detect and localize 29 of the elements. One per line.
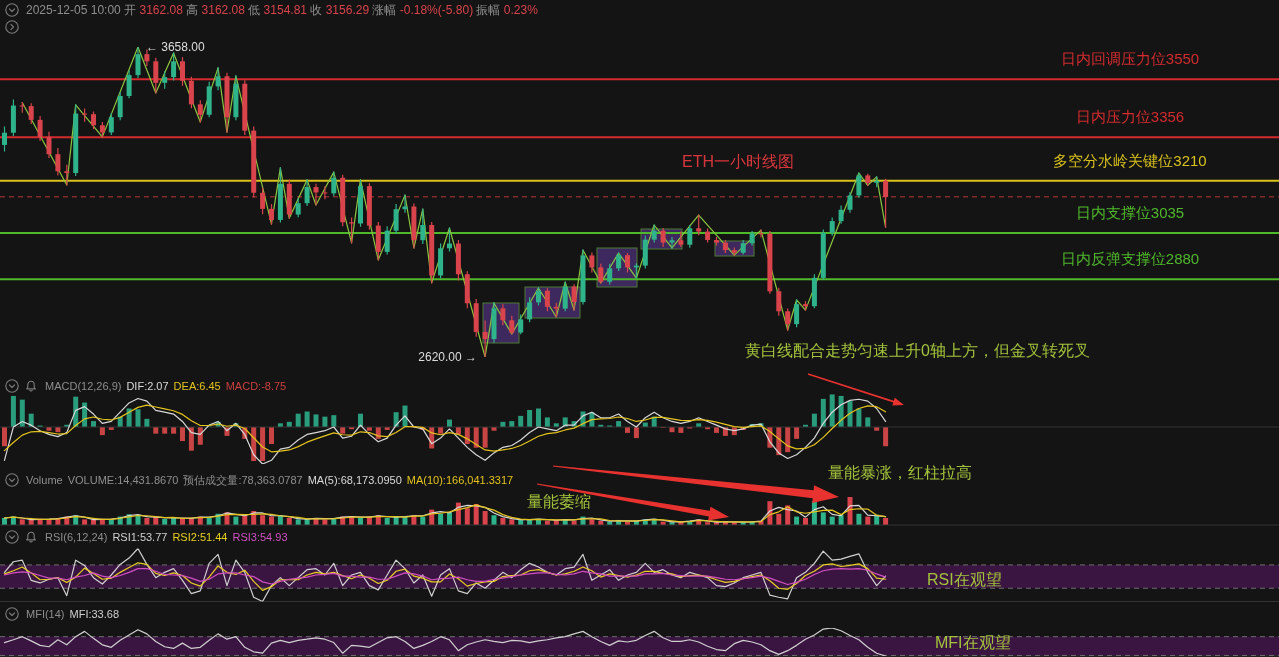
text: 预估成交量:78,363.0787: [183, 472, 303, 488]
ref-line-label: 日内反弹支撑位2880: [1060, 250, 1200, 268]
series-label: RSI1:53.77: [112, 531, 168, 543]
ref-line-label: 日内压力位3356: [1075, 108, 1185, 126]
text: 2025-12-05 10:00 开 3162.08 高 3162.08 低 3154.81 收 3156.29 涨幅 -0.18%(-5.80) 振幅 0.23%: [26, 2, 538, 17]
text: MACD:-8.75: [225, 380, 287, 392]
ref-line-label: 多空分水岭关键位3210: [1053, 151, 1207, 169]
text: MFI在观望: [935, 633, 1011, 653]
ref-line-label: 日内回调压力位3550: [1060, 50, 1200, 68]
chart-title: MFI(14): [26, 608, 65, 620]
annotation: 量能萎缩: [527, 492, 591, 512]
text: MA(5):68,173.0950: [307, 474, 402, 486]
annotation: 黄白线配合走势匀速上升0轴上方，但金叉转死叉: [745, 341, 1090, 361]
text: RSI3:54.93: [232, 531, 288, 543]
series-label: MFI:33.68: [69, 608, 120, 620]
text: VOLUME:14,431.8670: [67, 474, 179, 486]
chart-title: Volume: [26, 474, 63, 486]
series-label: DIF:2.07: [126, 380, 169, 392]
text: RSI2:51.44: [172, 531, 228, 543]
ref-line-label: 日内支撑位3035: [1075, 204, 1185, 222]
text: RSI在观望: [927, 570, 1002, 590]
series-label: DEA:6.45: [173, 380, 221, 392]
annotation: 2620.00 →: [418, 350, 478, 364]
chart-title: RSI(6,12,24): [45, 531, 108, 543]
text: MA(10):166,041.3317: [406, 474, 514, 486]
chart-title: MACD(12,26,9): [45, 380, 122, 392]
annotation: ← 3658.00: [145, 40, 205, 54]
annotation: 量能暴涨，红柱拉高: [828, 463, 972, 483]
text: ETH一小时线图: [682, 152, 794, 172]
